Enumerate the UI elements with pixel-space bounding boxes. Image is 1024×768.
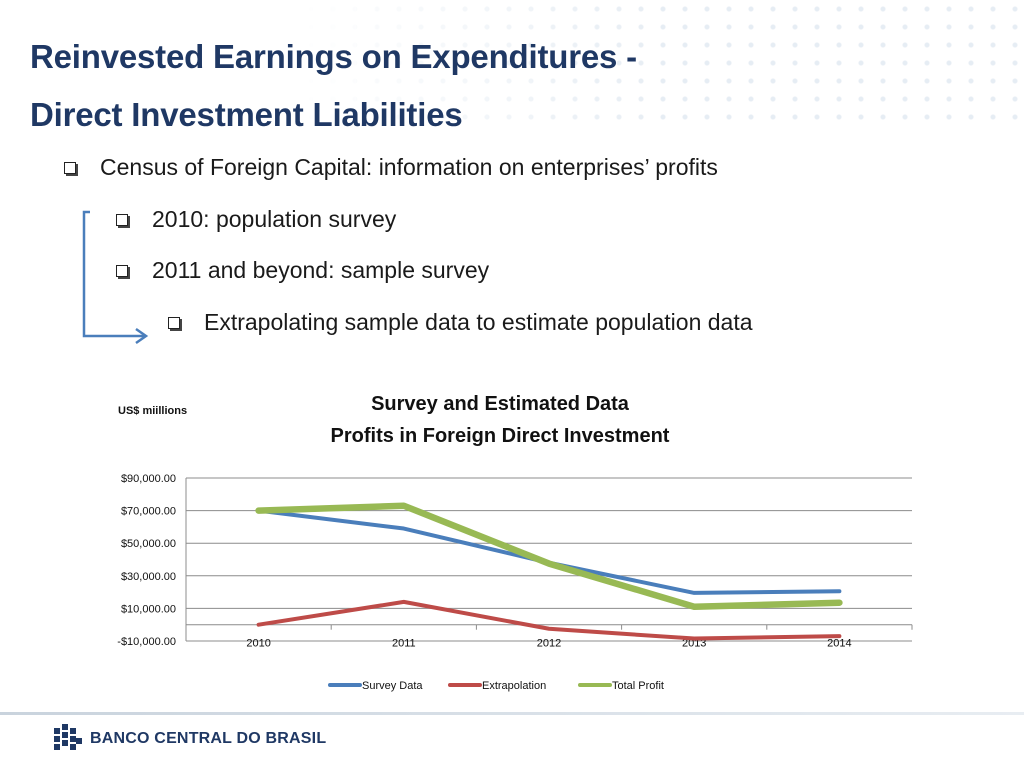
x-tick-label: 2012 [537, 638, 561, 650]
legend-label: Total Profit [612, 680, 664, 692]
checkbox-bullet-icon [168, 316, 180, 329]
footer-divider [0, 712, 1024, 715]
bracket-arrow-icon [82, 210, 149, 345]
series-line-total-profit [255, 502, 843, 611]
checkbox-bullet-icon [64, 161, 76, 174]
x-tick-label: 2013 [682, 638, 706, 650]
legend-label: Survey Data [362, 680, 423, 692]
bcb-logo: BANCO CENTRAL DO BRASIL [50, 724, 326, 754]
bullet-2010: 2010: population survey [116, 206, 396, 233]
slide-title-line-1: Reinvested Earnings on Expenditures - [30, 38, 637, 75]
x-tick-label: 2010 [246, 638, 270, 650]
bullet-census: Census of Foreign Capital: information o… [64, 154, 718, 181]
checkbox-bullet-icon [116, 264, 128, 277]
y-tick-label: $30,000.00 [121, 571, 176, 583]
slide-title-line-2: Direct Investment Liabilities [30, 96, 463, 133]
y-tick-label: -$10,000.00 [117, 636, 176, 648]
bullet-extrapolating: Extrapolating sample data to estimate po… [168, 309, 753, 336]
bullet-text: Census of Foreign Capital: information o… [100, 154, 718, 180]
y-tick-label: $10,000.00 [121, 603, 176, 615]
chart-title: Survey and Estimated Data [371, 393, 630, 415]
bullet-text: Extrapolating sample data to estimate po… [204, 309, 753, 335]
x-tick-label: 2011 [392, 638, 416, 650]
bullet-2011: 2011 and beyond: sample survey [116, 257, 489, 284]
legend-label: Extrapolation [482, 680, 546, 692]
y-tick-label: $50,000.00 [121, 538, 176, 550]
checkbox-bullet-icon [116, 213, 128, 226]
x-tick-label: 2014 [827, 638, 851, 650]
bcb-logo-text: BANCO CENTRAL DO BRASIL [90, 730, 327, 747]
series-line-extrapolation [256, 599, 842, 641]
unit-label: US$ miillions [118, 405, 187, 417]
y-tick-label: $70,000.00 [121, 506, 176, 518]
bullet-text: 2010: population survey [152, 206, 397, 232]
y-tick-label: $90,000.00 [121, 473, 176, 485]
bullet-text: 2011 and beyond: sample survey [152, 257, 490, 283]
bcb-logo-icon [54, 724, 82, 750]
chart-subtitle: Profits in Foreign Direct Investment [331, 425, 670, 447]
profits-line-chart: US$ miillions Survey and Estimated Data … [117, 393, 913, 692]
series-line-survey-data [256, 508, 842, 595]
